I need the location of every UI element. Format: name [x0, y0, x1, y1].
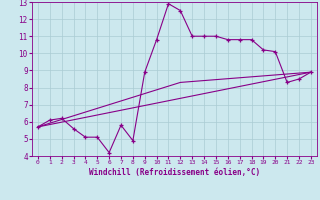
X-axis label: Windchill (Refroidissement éolien,°C): Windchill (Refroidissement éolien,°C) [89, 168, 260, 177]
